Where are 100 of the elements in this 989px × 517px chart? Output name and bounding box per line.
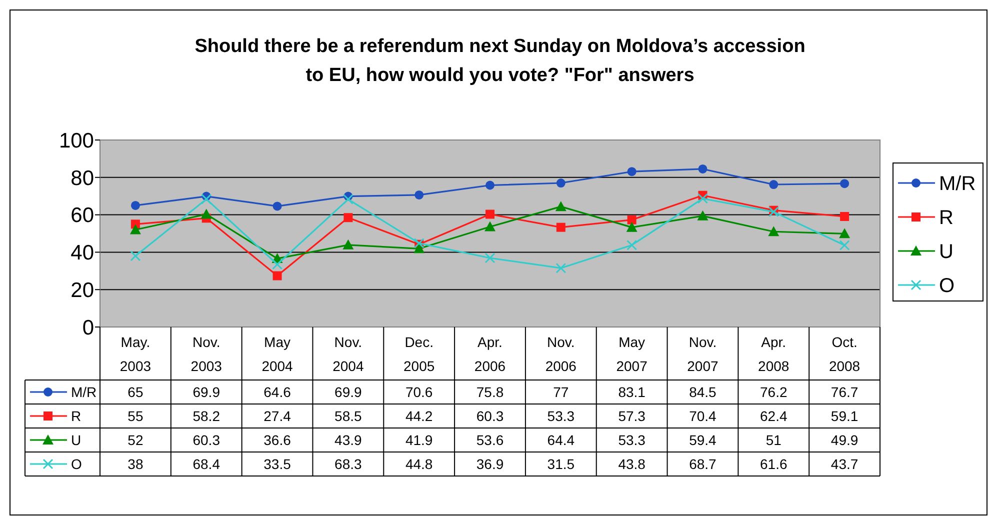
data-label: 53.6 bbox=[476, 432, 504, 448]
point bbox=[769, 180, 778, 190]
point bbox=[840, 179, 850, 188]
point bbox=[768, 206, 779, 218]
point bbox=[344, 213, 353, 222]
data-label: 44.8 bbox=[405, 456, 433, 472]
text: U bbox=[71, 432, 82, 448]
y-tick-label: 100 bbox=[58, 129, 94, 152]
data-label: 38 bbox=[128, 456, 144, 472]
legend-label: U bbox=[939, 241, 954, 263]
data-label: 43.8 bbox=[618, 456, 646, 472]
data-label: 36.9 bbox=[476, 456, 504, 472]
data-label: 27.4 bbox=[264, 408, 292, 424]
data-label: 57.3 bbox=[618, 408, 646, 424]
point bbox=[484, 252, 496, 264]
point bbox=[840, 212, 850, 221]
data-label: 59.4 bbox=[689, 432, 717, 448]
data-label: 53.3 bbox=[618, 432, 646, 448]
data-label: 84.5 bbox=[689, 384, 717, 400]
data-label: 33.5 bbox=[264, 456, 292, 472]
data-label: 36.6 bbox=[264, 432, 292, 448]
data-label: 58.2 bbox=[192, 408, 220, 424]
point bbox=[272, 271, 282, 280]
x-tick-label: Dec. 2005 bbox=[404, 334, 435, 374]
point bbox=[414, 190, 424, 200]
point bbox=[200, 208, 212, 219]
data-label: 77 bbox=[553, 384, 569, 400]
text: M/R bbox=[71, 384, 97, 400]
point bbox=[839, 228, 850, 238]
data-label: 62.4 bbox=[760, 408, 788, 424]
data-label: 53.3 bbox=[547, 408, 575, 424]
x-tick-label: Apr. 2006 bbox=[474, 334, 506, 374]
x-tick-label: Nov. 2003 bbox=[190, 334, 222, 374]
data-label: 61.6 bbox=[760, 456, 788, 472]
data-label: 64.6 bbox=[264, 384, 292, 400]
point bbox=[555, 201, 566, 212]
point bbox=[768, 226, 780, 236]
point bbox=[486, 210, 494, 219]
point bbox=[839, 240, 850, 251]
y-tick-label: 20 bbox=[70, 278, 94, 302]
data-label: 58.5 bbox=[334, 408, 362, 424]
legend-label: R bbox=[939, 207, 954, 229]
point bbox=[556, 262, 566, 274]
point bbox=[698, 164, 708, 174]
data-label: 70.4 bbox=[689, 408, 717, 424]
y-tick-label: 60 bbox=[70, 204, 94, 228]
point bbox=[697, 210, 708, 220]
data-label: 68.7 bbox=[689, 456, 717, 472]
data-label: 41.9 bbox=[405, 432, 433, 448]
x-tick-label: Oct. 2008 bbox=[828, 334, 860, 374]
data-label: 55 bbox=[128, 408, 144, 424]
x-tick-label: May 2004 bbox=[262, 334, 294, 374]
data-label: 44.2 bbox=[405, 408, 433, 424]
data-label: 76.2 bbox=[760, 384, 788, 400]
x-tick-label: Nov. 2006 bbox=[545, 334, 577, 374]
point bbox=[130, 224, 141, 234]
legend-label: O bbox=[939, 275, 955, 297]
data-label: 43.9 bbox=[334, 432, 362, 448]
data-label: 31.5 bbox=[547, 456, 575, 472]
chart-title: Should there be a referendum next Sunday on Moldova’s accession to EU, how would you vote? "For" answers bbox=[194, 36, 806, 86]
data-label: 59.1 bbox=[830, 408, 858, 424]
x-tick-label: May. 2003 bbox=[120, 334, 152, 374]
point bbox=[201, 194, 212, 204]
data-label: 64.4 bbox=[547, 432, 575, 448]
data-label: 69.9 bbox=[192, 384, 220, 400]
point bbox=[130, 250, 141, 262]
point bbox=[556, 222, 566, 232]
point bbox=[486, 180, 494, 190]
x-tick-label: Nov. 2004 bbox=[332, 334, 364, 374]
data-label: 60.3 bbox=[192, 432, 220, 448]
data-label: 68.3 bbox=[334, 456, 362, 472]
point bbox=[484, 221, 496, 232]
point bbox=[697, 193, 708, 204]
data-label: 68.4 bbox=[192, 456, 220, 472]
point bbox=[272, 259, 283, 270]
point bbox=[342, 194, 354, 205]
data-label: 49.9 bbox=[830, 432, 858, 448]
text: R bbox=[71, 408, 82, 424]
data-label: 76.7 bbox=[830, 384, 858, 400]
point bbox=[627, 215, 636, 224]
x-tick-label: Apr. 2008 bbox=[758, 334, 790, 374]
point bbox=[556, 178, 566, 188]
point bbox=[130, 200, 140, 210]
data-label: 65 bbox=[128, 384, 144, 400]
point bbox=[342, 239, 354, 250]
data-label: 83.1 bbox=[618, 384, 646, 400]
x-tick-label: May 2007 bbox=[616, 334, 648, 374]
point bbox=[626, 222, 638, 232]
point bbox=[272, 202, 282, 211]
data-label: 43.7 bbox=[830, 456, 858, 472]
point bbox=[627, 167, 636, 176]
y-tick-label: 40 bbox=[70, 242, 94, 265]
data-label: 70.6 bbox=[405, 384, 433, 400]
data-label: 69.9 bbox=[334, 384, 362, 400]
y-tick-label: 80 bbox=[70, 166, 94, 190]
data-label: 52 bbox=[128, 432, 144, 448]
legend-label: M/R bbox=[939, 173, 976, 195]
text: O bbox=[71, 456, 82, 472]
x-tick-label: Nov. 2007 bbox=[687, 334, 719, 374]
data-label: 75.8 bbox=[476, 384, 504, 400]
